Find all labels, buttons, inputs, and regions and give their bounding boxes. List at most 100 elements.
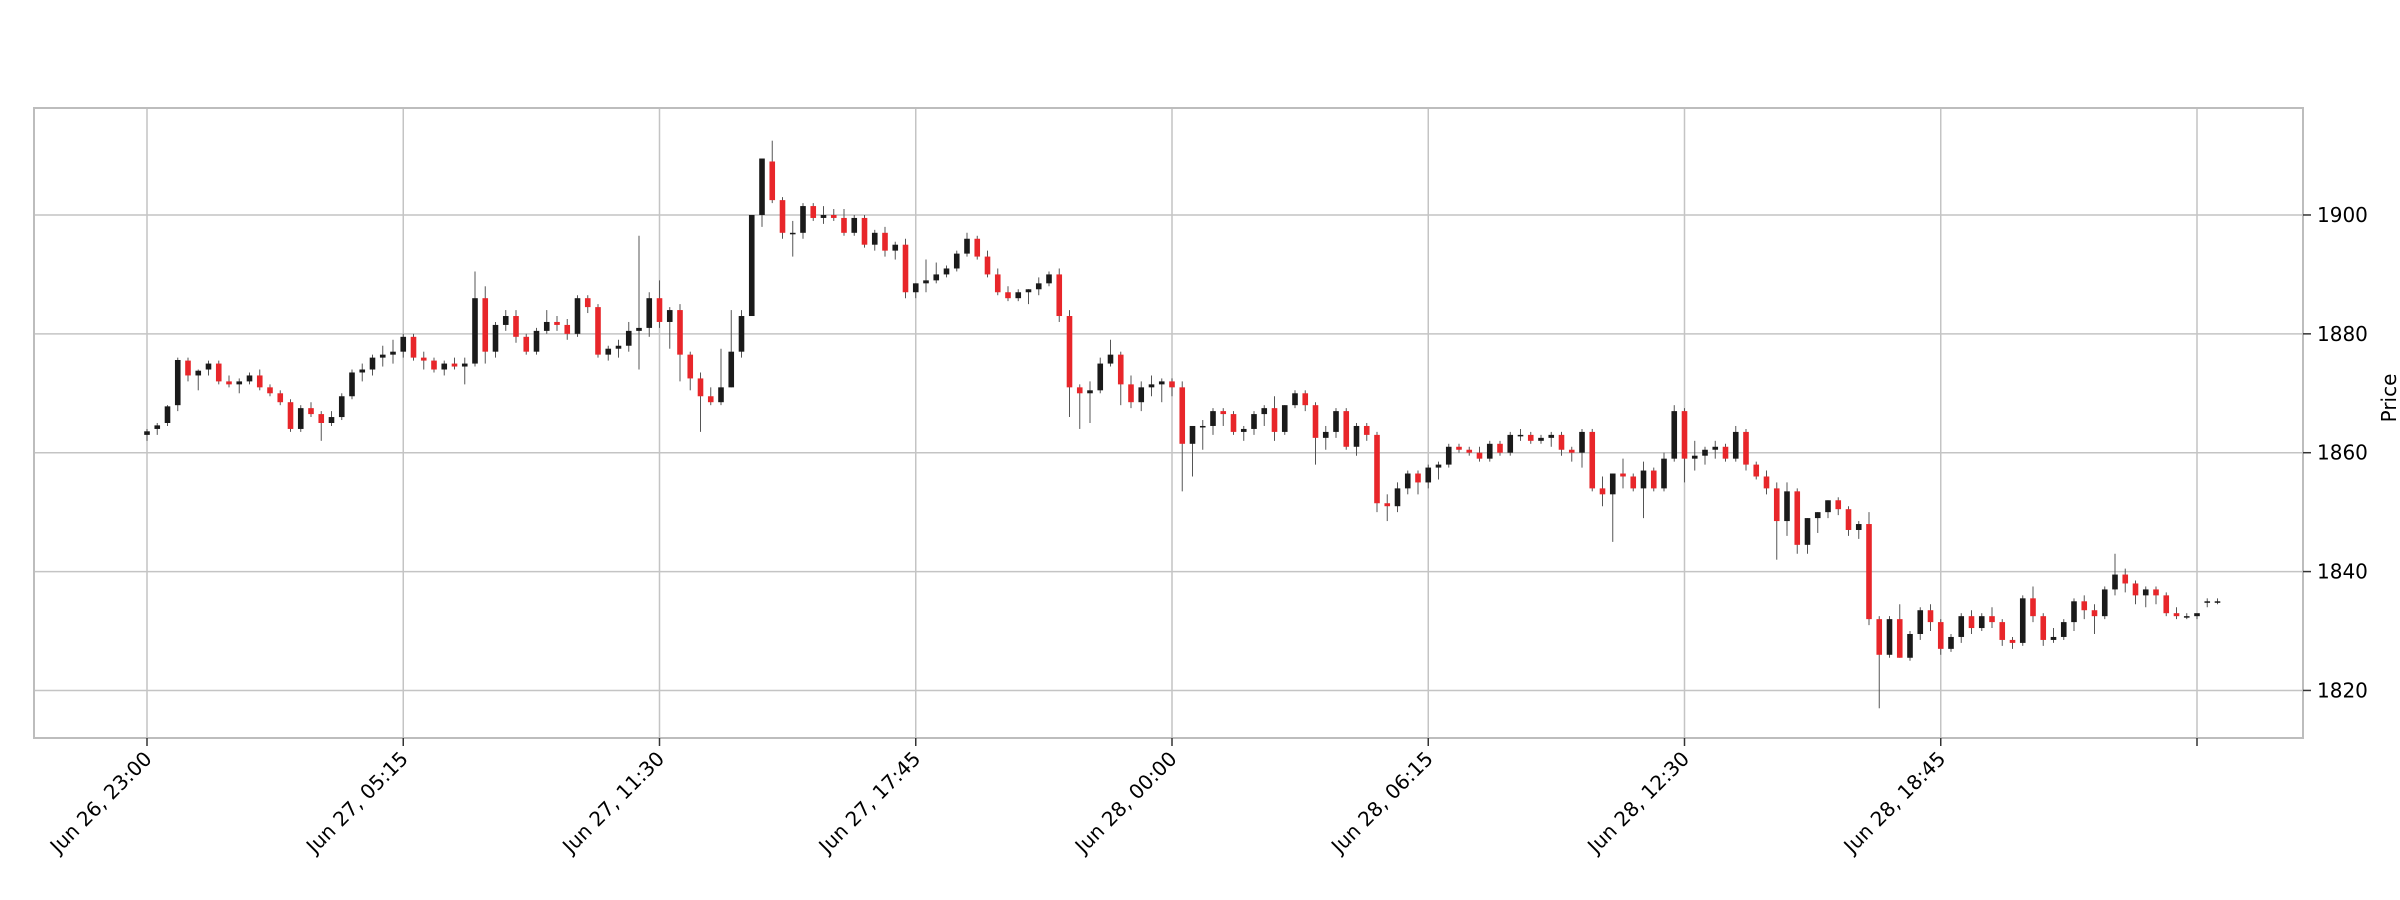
x-tick-label: Jun 27, 17:45	[813, 747, 926, 860]
candle	[1476, 446, 1483, 462]
candle	[1466, 446, 1473, 456]
candle	[1548, 431, 1555, 447]
candle	[605, 345, 612, 361]
candle-body	[666, 310, 673, 322]
candle-body	[625, 330, 632, 346]
candle-body	[1681, 411, 1688, 459]
candle-body	[1046, 274, 1052, 284]
candle	[1958, 613, 1965, 643]
candle	[2204, 598, 2211, 608]
candle	[1158, 378, 1165, 403]
candle	[1671, 405, 1678, 462]
grid	[34, 108, 2303, 738]
candle	[1107, 339, 1114, 367]
candle	[2009, 636, 2016, 649]
candle-body	[1712, 446, 1719, 450]
candle	[974, 235, 981, 260]
candle-body	[841, 217, 847, 233]
candle-body	[318, 414, 325, 423]
candle-body	[2112, 574, 2118, 590]
candle-body	[1220, 411, 1227, 415]
candle-body	[2050, 636, 2057, 640]
candle	[1035, 277, 1042, 296]
y-tick-label: 1820	[2317, 678, 2368, 702]
candle-body	[236, 381, 243, 385]
candle-body	[1179, 387, 1186, 444]
candle-body	[584, 298, 591, 308]
candle	[1056, 268, 1063, 322]
candle	[1568, 446, 1575, 462]
candle-body	[1671, 411, 1678, 459]
candle-body	[738, 316, 745, 352]
candle-body	[1835, 500, 1842, 510]
candle	[1333, 408, 1339, 438]
candle	[718, 348, 724, 406]
candle	[1825, 500, 1831, 519]
candle-body	[390, 351, 396, 355]
candle-body	[2091, 610, 2098, 617]
candle	[595, 304, 601, 358]
candle	[1322, 425, 1329, 450]
candle-body	[1763, 476, 1770, 489]
candle	[1189, 425, 1196, 477]
candle	[769, 140, 776, 204]
candle	[185, 357, 191, 382]
candle-body	[1486, 443, 1493, 459]
candle	[2153, 586, 2159, 605]
candle-body	[1025, 289, 1032, 293]
candle-body	[1302, 393, 1309, 406]
candle	[1948, 633, 1954, 652]
candle-body	[1691, 455, 1698, 459]
candle-body	[1661, 458, 1667, 489]
candle-body	[1968, 616, 1975, 629]
candle	[318, 411, 325, 441]
candle-body	[379, 354, 386, 358]
candle-body	[2009, 639, 2016, 643]
candle-body	[441, 363, 448, 370]
candle-body	[810, 206, 817, 218]
candle	[1630, 473, 1637, 492]
candle	[1404, 470, 1411, 495]
candle	[1886, 616, 1893, 658]
candle	[2071, 598, 2077, 632]
candle-body	[338, 396, 345, 418]
candle-body	[205, 363, 212, 370]
candle-body	[1784, 491, 1790, 522]
candle	[1445, 443, 1452, 468]
candle	[420, 351, 427, 370]
candle-body	[1978, 616, 1985, 629]
candle-body	[1066, 316, 1073, 388]
x-tick-label: Jun 28, 18:45	[1838, 747, 1951, 860]
candle	[1907, 631, 1913, 661]
candle-body	[2183, 616, 2190, 618]
x-tick-label: Jun 26, 23:00	[44, 747, 157, 860]
candle-body	[1189, 425, 1196, 444]
candle-body	[1507, 434, 1514, 453]
candle-body	[861, 217, 868, 245]
candle	[748, 214, 755, 317]
plot-frame	[33, 107, 2304, 739]
candle	[338, 393, 345, 421]
y-tick-label: 1860	[2317, 441, 2368, 465]
candle	[1087, 381, 1093, 423]
candle	[1312, 402, 1319, 465]
candle	[2060, 619, 2067, 640]
candle-body	[1855, 524, 1862, 530]
candle	[892, 241, 899, 260]
candle-body	[226, 381, 232, 385]
x-tick-label: Jun 28, 12:30	[1581, 747, 1694, 860]
candle-body	[308, 408, 314, 415]
candle-body	[636, 327, 642, 331]
candle	[1271, 396, 1278, 441]
candle-body	[543, 321, 550, 331]
candle	[2019, 595, 2026, 646]
candle-body	[1804, 518, 1811, 545]
candle-body	[656, 298, 663, 322]
candle	[205, 360, 212, 376]
candle-body	[1271, 408, 1278, 432]
candle-body	[1005, 292, 1011, 299]
candle-body	[1035, 283, 1042, 290]
candle	[1517, 428, 1524, 441]
candle-body	[820, 214, 827, 218]
candle-body	[185, 360, 191, 376]
